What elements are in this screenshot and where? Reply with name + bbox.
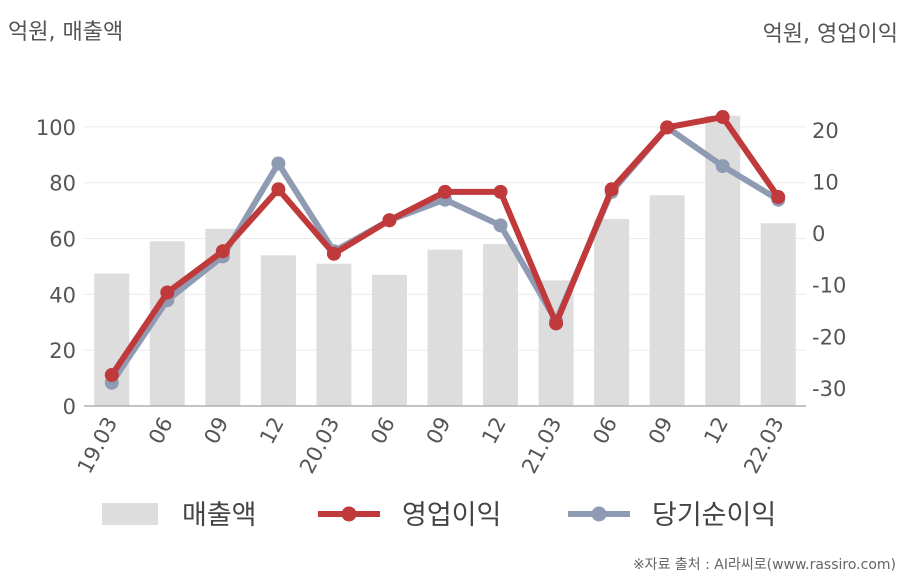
bar (427, 249, 463, 406)
right-tick-label: -20 (812, 325, 846, 349)
bar (371, 274, 407, 406)
series-point (715, 159, 730, 174)
left-axis-unit: 억원, 매출액 (8, 20, 124, 45)
series-point (160, 285, 175, 300)
x-tick-label: 06 (588, 413, 622, 448)
series-point (493, 184, 508, 199)
series-point (604, 182, 619, 197)
left-tick-label: 60 (49, 228, 76, 252)
series-point (660, 120, 675, 135)
legend-swatch-point (591, 506, 607, 522)
left-tick-label: 40 (49, 283, 76, 307)
left-tick-label: 20 (49, 339, 76, 363)
bar (649, 195, 685, 406)
x-tick-label: 20.03 (295, 413, 344, 477)
bar (149, 241, 185, 406)
line-series (104, 110, 786, 390)
legend-label: 당기순이익 (652, 500, 776, 531)
right-axis-unit: 억원, 영업이익 (762, 22, 898, 47)
right-tick-label: 0 (812, 222, 825, 246)
x-tick-label: 12 (477, 413, 511, 448)
series-point (493, 218, 508, 233)
x-tick-label: 12 (255, 413, 289, 448)
bar (260, 255, 296, 406)
series-point (271, 182, 286, 197)
right-tick-label: -30 (812, 377, 846, 401)
series-point (771, 190, 786, 205)
right-tick-label: 10 (812, 171, 839, 195)
bar (483, 244, 519, 406)
x-tick-label: 12 (699, 413, 733, 448)
legend-swatch-point (341, 506, 357, 522)
series-point (271, 156, 286, 171)
x-tick-label: 09 (422, 413, 456, 448)
series-point (215, 244, 230, 259)
source-note: ※자료 출처 : AI라씨로(www.rassiro.com) (632, 557, 896, 573)
bar-series (94, 115, 796, 406)
legend-label: 영업이익 (402, 500, 501, 531)
x-tick-label: 21.03 (517, 413, 566, 477)
x-tick-label: 06 (144, 413, 178, 448)
x-tick-label: 06 (366, 413, 400, 448)
right-tick-label: -10 (812, 274, 846, 298)
x-tick-label: 19.03 (73, 413, 122, 477)
series-point (382, 213, 397, 228)
left-tick-label: 80 (49, 172, 76, 196)
bar (594, 219, 630, 406)
series-point (715, 110, 730, 125)
left-tick-label: 100 (36, 116, 76, 140)
series-point (326, 246, 341, 261)
bar (760, 223, 796, 406)
bar (316, 263, 352, 406)
legend: 매출액 영업이익 당기순이익 (102, 500, 776, 531)
x-tick-label: 22.03 (739, 413, 788, 477)
left-tick-label: 0 (63, 395, 76, 419)
right-tick-label: 20 (812, 119, 839, 143)
series-point (104, 368, 119, 383)
legend-label: 매출액 (182, 500, 257, 531)
legend-swatch-bar (102, 503, 158, 525)
series-point (438, 184, 452, 199)
x-tick-label: 09 (200, 413, 234, 448)
series-point (549, 316, 564, 331)
x-tick-label: 09 (644, 413, 678, 448)
